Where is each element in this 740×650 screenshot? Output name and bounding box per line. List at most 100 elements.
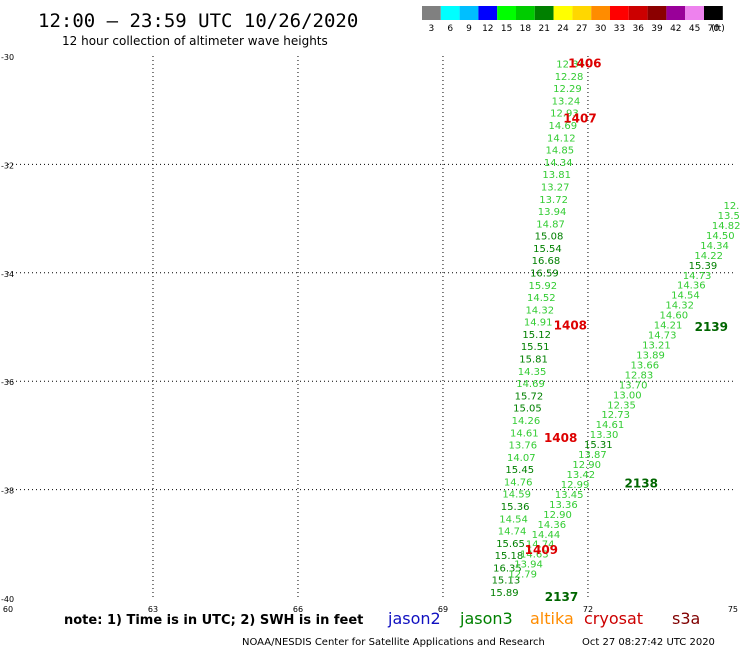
swh-value: 13.27 bbox=[541, 182, 570, 193]
pass-time-label: 1408 bbox=[554, 318, 587, 332]
lon-tick-label: 63 bbox=[148, 605, 158, 614]
swh-value: 14.07 bbox=[507, 453, 536, 464]
lon-tick-label: 69 bbox=[438, 605, 448, 614]
swh-value: 14.32 bbox=[525, 305, 554, 316]
legend-label: 42 bbox=[670, 24, 681, 34]
swh-value: 14.59 bbox=[502, 490, 531, 501]
swh-value: 14.91 bbox=[524, 318, 553, 329]
swh-value: 16.68 bbox=[532, 256, 561, 267]
swh-value: 12.79 bbox=[508, 570, 537, 581]
swh-value: 13.94 bbox=[538, 207, 567, 218]
swh-value: 13.45 bbox=[555, 490, 584, 501]
legend-swatch bbox=[704, 6, 723, 20]
swh-value: 13.50 bbox=[718, 211, 740, 222]
satellite-name: cryosat bbox=[584, 609, 643, 628]
swh-value: 14.32 bbox=[665, 301, 694, 312]
swh-value: 13.24 bbox=[552, 96, 581, 107]
legend-swatch bbox=[628, 6, 648, 20]
swh-value: 13.21 bbox=[642, 341, 671, 352]
swh-value: 15.39 bbox=[689, 261, 718, 272]
legend-label: 27 bbox=[576, 24, 587, 34]
lat-tick-label: -36 bbox=[1, 378, 14, 387]
legend-swatch bbox=[610, 6, 629, 20]
legend-swatch bbox=[647, 6, 667, 20]
swh-value: 13.89 bbox=[636, 350, 665, 361]
swh-value: 12.29 bbox=[553, 84, 582, 95]
map-title: 12:00 – 23:59 UTC 10/26/2020 bbox=[38, 10, 358, 32]
swh-value: 13.70 bbox=[619, 380, 648, 391]
swh-value: 14.69 bbox=[549, 121, 578, 132]
legend-label: 36 bbox=[632, 24, 644, 34]
pass-time-label: 1406 bbox=[568, 57, 601, 71]
swh-value: 14.52 bbox=[527, 293, 556, 304]
swh-value: 14.35 bbox=[518, 367, 547, 378]
legend-label: 24 bbox=[557, 24, 569, 34]
lat-tick-label: -30 bbox=[1, 53, 14, 62]
legend-swatch bbox=[459, 6, 479, 20]
legend-label: 70 bbox=[708, 24, 720, 34]
swh-value: 13.30 bbox=[590, 430, 619, 441]
swh-value: 12.93 bbox=[550, 109, 579, 120]
swh-value: 15.12 bbox=[522, 330, 551, 341]
swh-value: 15.31 bbox=[584, 440, 613, 451]
swh-value: 14.54 bbox=[671, 291, 700, 302]
legend-label: 30 bbox=[595, 24, 607, 34]
swh-value: 13.94 bbox=[514, 560, 543, 571]
swh-value: 13.42 bbox=[567, 470, 596, 481]
swh-value: 13.72 bbox=[539, 195, 568, 206]
legend-label: 45 bbox=[689, 24, 700, 34]
swh-value: 14.87 bbox=[536, 219, 565, 230]
swh-value: 12.87 bbox=[723, 201, 740, 212]
satellite-name: s3a bbox=[672, 609, 700, 628]
swh-value: 14.22 bbox=[694, 251, 723, 262]
units-note: note: 1) Time is in UTC; 2) SWH is in fe… bbox=[64, 613, 363, 628]
swh-value: 12.99 bbox=[561, 480, 590, 491]
lon-tick-label: 72 bbox=[583, 605, 593, 614]
swh-value: 14.26 bbox=[512, 416, 541, 427]
lon-tick-label: 75 bbox=[728, 605, 738, 614]
pass-time-label: 2139 bbox=[695, 320, 728, 334]
legend-label: 3 bbox=[429, 24, 435, 34]
swh-value: 15.65 bbox=[496, 539, 525, 550]
swh-value: 14.34 bbox=[544, 158, 573, 169]
lat-lon-grid: 60 63 66 69 72 75 -30 -32 -34 -36 -38 -40 bbox=[1, 53, 738, 614]
footer-timestamp: Oct 27 08:27:42 UTC 2020 bbox=[582, 637, 715, 648]
swh-value: 15.13 bbox=[492, 576, 521, 587]
legend-swatch bbox=[534, 6, 554, 20]
swh-value: 15.81 bbox=[519, 355, 548, 366]
lat-tick-label: -38 bbox=[1, 487, 14, 496]
swh-value: 12.28 bbox=[555, 72, 584, 83]
swh-value: 15.45 bbox=[505, 465, 534, 476]
legend-label: 15 bbox=[501, 24, 512, 34]
swh-value: 14.21 bbox=[654, 321, 683, 332]
swh-value: 14.73 bbox=[683, 271, 712, 282]
swh-value: 15.72 bbox=[515, 391, 544, 402]
footer-credit: NOAA/NESDIS Center for Satellite Applica… bbox=[242, 637, 545, 648]
satellite-name: jason2 bbox=[387, 609, 441, 628]
legend-label: 18 bbox=[520, 24, 532, 34]
track-b-time-labels: 2137 2138 2139 bbox=[545, 320, 728, 604]
swh-value: 14.85 bbox=[545, 146, 574, 157]
pass-time-label: 2137 bbox=[545, 590, 578, 604]
satellite-name: altika bbox=[530, 609, 574, 628]
legend-swatch bbox=[685, 6, 704, 20]
swh-value: 14.74 bbox=[526, 540, 555, 551]
swh-value: 14.44 bbox=[532, 530, 561, 541]
swh-value: 14.12 bbox=[547, 133, 576, 144]
legend-swatch bbox=[516, 6, 535, 20]
swh-value: 14.36 bbox=[537, 520, 566, 531]
pass-time-label: 1409 bbox=[525, 543, 558, 557]
swh-value: 12.34 bbox=[556, 60, 585, 71]
swh-value: 14.61 bbox=[596, 420, 625, 431]
swh-value: 14.63 bbox=[520, 550, 549, 561]
legend-label: 9 bbox=[466, 24, 472, 34]
legend-swatch bbox=[572, 6, 592, 20]
legend-unit: (ft) bbox=[711, 24, 725, 34]
swh-value: 15.54 bbox=[533, 244, 562, 255]
legend-swatch bbox=[591, 6, 610, 20]
swh-value: 14.54 bbox=[499, 514, 528, 525]
swh-value: 15.92 bbox=[529, 281, 558, 292]
pass-time-label: 2138 bbox=[625, 477, 658, 491]
